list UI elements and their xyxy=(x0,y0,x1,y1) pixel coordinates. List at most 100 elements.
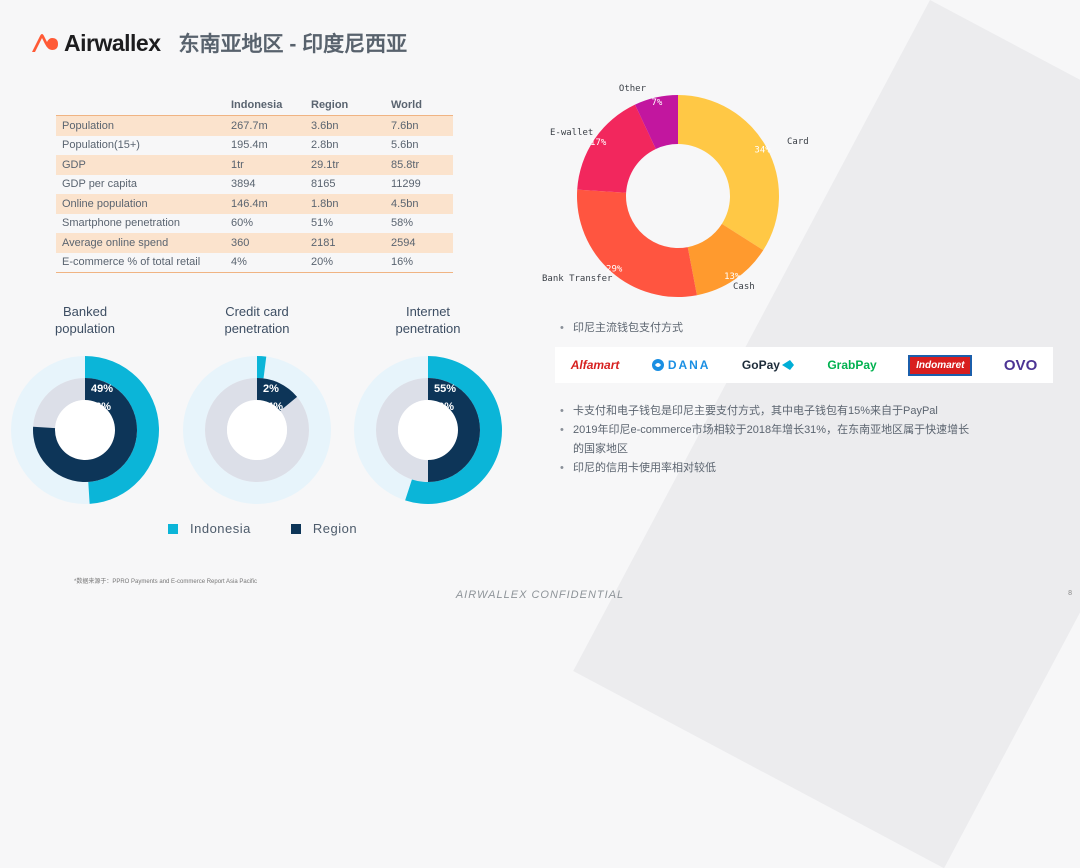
dana-icon xyxy=(651,359,664,371)
legend-swatch-region xyxy=(290,523,301,534)
table-cell: 3.6bn xyxy=(305,115,385,136)
table-cell: Population xyxy=(56,115,225,136)
donut-slice-e-wallet xyxy=(577,104,656,193)
ovo-logo: OVO xyxy=(1003,356,1038,374)
ring-title-line: Banked xyxy=(62,304,108,319)
table-header: World xyxy=(385,95,453,116)
ring-indonesia-arc xyxy=(257,356,267,379)
note-item: 印尼的信用卡使用率相对较低 xyxy=(560,459,980,478)
table-cell: Online population xyxy=(56,194,225,214)
table-cell: 20% xyxy=(305,252,385,273)
payment-logos-strip: Alfamart DANA GoPay GrabPay Indomaret OV… xyxy=(555,347,1053,383)
table-cell: 2.8bn xyxy=(311,139,339,152)
ring-indonesia-arc xyxy=(405,356,502,504)
table-cell: Population(15+) xyxy=(62,139,140,152)
table-header-row: Indonesia Region World xyxy=(56,95,453,116)
donut-category-label: Other xyxy=(619,84,647,94)
table-cell: 2594 xyxy=(385,233,453,253)
table-cell: 8165 xyxy=(311,178,336,191)
payment-methods-donut-svg: 34% Card 13%Cash 29%Bank Transfer 17%E-walle… xyxy=(542,84,809,297)
ring-title-line: Internet xyxy=(405,304,451,319)
donut-value-label: 13% xyxy=(724,272,741,282)
ring-center xyxy=(398,400,458,460)
legend-item-indonesia: Indonesia xyxy=(168,521,251,536)
donut-value-label: 17% xyxy=(590,138,607,148)
legend-label: Region xyxy=(312,521,358,536)
ring-region-arc xyxy=(257,378,298,411)
ring-indonesia-label: 2% xyxy=(263,383,279,395)
table-cell: 267.7m xyxy=(225,115,305,136)
table-cell: 85.8tr xyxy=(385,155,453,175)
table-row: Average online spend 360 2181 2594 xyxy=(56,233,453,253)
ring-center xyxy=(55,400,115,460)
brand-name: Airwallex xyxy=(64,29,161,56)
payment-methods-donut: 34% Card 13% Cash 29% Bank Transfer 17% E-walle… xyxy=(530,82,830,302)
ring-region-arc xyxy=(428,378,480,482)
table-cell: E-commerce % of total retail xyxy=(56,252,225,273)
ring-region-arc xyxy=(33,378,137,482)
grabpay-logo: GrabPay xyxy=(827,358,877,372)
table-cell: 146.4m xyxy=(225,194,305,214)
note-item: 卡支付和电子钱包是印尼主要支付方式，其中电子钱包有15%来自于PayPal xyxy=(560,402,980,421)
table-cell: 58% xyxy=(391,217,414,230)
gopay-icon xyxy=(781,360,794,370)
indomaret-logo: Indomaret xyxy=(908,354,973,376)
table-row: GDP per capita 3894 8165 11299 xyxy=(56,175,453,195)
source-footnote: *数据来源于：PPRO Payments and E-commerce Repo… xyxy=(74,579,258,585)
table-row: Population 267.7m 3.6bn 7.6bn xyxy=(56,115,453,136)
table-cell: 51% xyxy=(311,217,334,230)
donut-slice-card xyxy=(678,95,779,251)
ring-region-label: 14% xyxy=(261,401,283,413)
table-cell: GDP xyxy=(56,155,225,175)
donut-category-label: Bank Transfer xyxy=(542,274,613,284)
table-row: Online population 146.4m 1.8bn 4.5bn xyxy=(56,194,453,214)
table-cell: 29.1tr xyxy=(305,155,385,175)
table-header: Indonesia xyxy=(225,95,305,116)
header: Airwallex 东南亚地区 - 印度尼西亚 xyxy=(30,26,407,60)
internet-penetration-ring: 55% 50% xyxy=(354,356,502,504)
banked-population-ring: 49% 76% xyxy=(11,356,159,504)
table-cell: 1tr xyxy=(225,155,305,175)
airwallex-logo-icon xyxy=(32,34,58,52)
ring-title-line: penetration xyxy=(224,321,290,336)
credit-card-penetration-ring: 2% 14% xyxy=(183,356,331,504)
table-cell: 60% xyxy=(231,217,254,230)
table-cell: 16% xyxy=(385,252,453,273)
page-number: 8 xyxy=(1068,590,1072,597)
table-cell: 7.6bn xyxy=(385,115,453,136)
table-cell: Average online spend xyxy=(56,233,225,253)
donut-category-label: Card xyxy=(787,137,809,147)
ring-center xyxy=(227,400,287,460)
table-row: GDP 1tr 29.1tr 85.8tr xyxy=(56,155,453,175)
table-row: Population(15+) 195.4m 2.8bn 5.6bn xyxy=(56,136,453,156)
donut-slice-other xyxy=(634,95,678,149)
dana-logo: DANA xyxy=(651,358,711,372)
stats-table: Indonesia Region World Population 267.7m… xyxy=(56,95,453,273)
table-cell: 4% xyxy=(225,252,305,273)
payments-notes: 卡支付和电子钱包是印尼主要支付方式，其中电子钱包有15%来自于PayPal 20… xyxy=(560,402,980,478)
donut-value-label: 34% xyxy=(754,146,771,156)
ring-title-line: Credit card xyxy=(225,304,289,319)
ring-legend: Indonesia Region xyxy=(168,521,397,536)
ring-title-banked: Banked population xyxy=(25,303,145,337)
confidential-label: AIRWALLEX CONFIDENTIAL xyxy=(455,589,625,601)
table-cell: 5.6bn xyxy=(391,139,419,152)
ring-title-internet: Internet penetration xyxy=(368,303,488,337)
table-cell: 11299 xyxy=(391,178,421,191)
donut-category-label: E-wallet xyxy=(550,128,593,138)
donut-category-label: Cash xyxy=(733,282,755,292)
donut-slice-cash xyxy=(687,223,764,296)
donut-value-label: 7% xyxy=(652,98,663,108)
ring-title-credit-card: Credit card penetration xyxy=(197,303,317,337)
note-item: 2019年印尼e-commerce市场相较于2018年增长31%，在东南亚地区属… xyxy=(560,421,980,459)
legend-label: Indonesia xyxy=(190,521,251,536)
payments-heading-list: 印尼主流钱包支付方式 xyxy=(560,319,683,338)
ring-title-line: penetration xyxy=(395,321,461,336)
table-cell: 1.8bn xyxy=(305,194,385,214)
legend-item-region: Region xyxy=(290,521,358,536)
ring-indonesia-label: 49% xyxy=(91,383,113,395)
table-cell: 3894 xyxy=(231,178,256,191)
table-cell: 4.5bn xyxy=(385,194,453,214)
ring-region-label: 76% xyxy=(89,401,111,413)
ring-region-label: 50% xyxy=(432,401,454,413)
